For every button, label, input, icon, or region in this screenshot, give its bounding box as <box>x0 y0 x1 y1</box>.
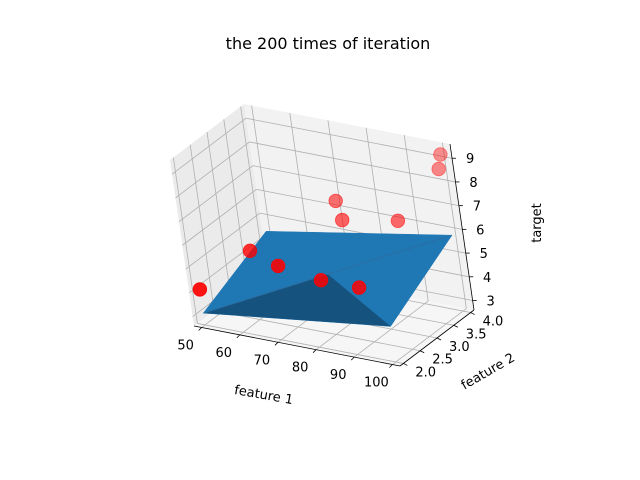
grid-z-back <box>256 188 463 230</box>
chart-title: the 200 times of iteration <box>226 34 431 53</box>
y-tick-label: 2.0 <box>415 366 436 381</box>
x-tick-mark <box>350 356 355 361</box>
x-tick-mark <box>274 342 279 346</box>
data-point <box>192 282 208 297</box>
y-tick-mark <box>420 350 425 354</box>
z-tick-label: 6 <box>476 223 484 238</box>
data-point <box>270 258 286 274</box>
grid-y-left <box>189 144 215 311</box>
data-point <box>351 280 367 295</box>
grid-x-back <box>441 142 467 309</box>
y-tick-mark <box>436 337 442 341</box>
x-tick-label: 90 <box>330 368 347 383</box>
x-axis-label: feature 1 <box>233 383 294 408</box>
x-tick-labels: 50 60 70 80 90 100 <box>177 327 393 391</box>
data-point <box>328 193 343 209</box>
grid-z-back <box>249 141 456 183</box>
x-axis-line <box>193 325 401 367</box>
grid-y-left <box>172 157 198 324</box>
grid-z-left <box>185 212 261 270</box>
x-tick-label: 70 <box>254 353 271 368</box>
z-tick-label: 7 <box>473 200 481 215</box>
x-tick-mark <box>389 364 393 368</box>
x-tick-label: 80 <box>292 361 309 376</box>
data-point <box>433 147 448 162</box>
grid-y-left <box>223 119 249 286</box>
grid-z-back <box>245 117 453 159</box>
data-point <box>335 212 350 228</box>
data-point <box>390 213 406 229</box>
x-tick-mark <box>198 327 202 331</box>
y-axis-label: feature 2 <box>459 351 518 394</box>
data-point <box>431 161 446 177</box>
y-tick-label: 4.0 <box>483 315 504 330</box>
x-tick-label: 60 <box>216 346 233 361</box>
y-tick-labels: 2.02.53.03.54.0 <box>403 312 504 381</box>
grid-z-left <box>171 117 247 175</box>
data-point <box>313 273 329 288</box>
y-tick-mark <box>470 312 475 315</box>
y-tick-label: 3.5 <box>466 327 487 342</box>
z-tick-label: 4 <box>483 271 491 286</box>
z-tick-labels: 3 4 5 6 7 8 9 <box>452 152 495 310</box>
x-tick-label: 100 <box>364 376 389 391</box>
z-axis-line <box>449 143 475 311</box>
surface-shade <box>203 274 391 327</box>
x-tick-mark <box>312 349 317 353</box>
grid-y-left <box>206 131 232 299</box>
y-tick-label: 3.0 <box>449 340 470 355</box>
z-tick-label: 9 <box>466 152 474 167</box>
grid-z-back <box>252 165 459 207</box>
y-tick-mark <box>403 363 408 366</box>
grid-y-floor <box>214 310 421 352</box>
y-tick-mark <box>453 324 458 328</box>
z-tick-label: 5 <box>480 247 488 262</box>
grid-y-floor <box>197 323 404 364</box>
data-points <box>192 147 448 297</box>
data-point <box>242 243 258 259</box>
z-tick-label: 3 <box>486 295 494 310</box>
z-axis-label: target <box>530 203 545 243</box>
grid-z-left <box>178 165 254 222</box>
grid-z-left <box>182 189 257 246</box>
z-tick-label: 8 <box>469 176 477 191</box>
x-tick-mark <box>236 334 241 339</box>
y-tick-label: 2.5 <box>432 353 453 368</box>
x-tick-label: 50 <box>177 339 194 354</box>
surface-diagonal <box>203 234 453 314</box>
grid-z-left <box>175 141 250 199</box>
